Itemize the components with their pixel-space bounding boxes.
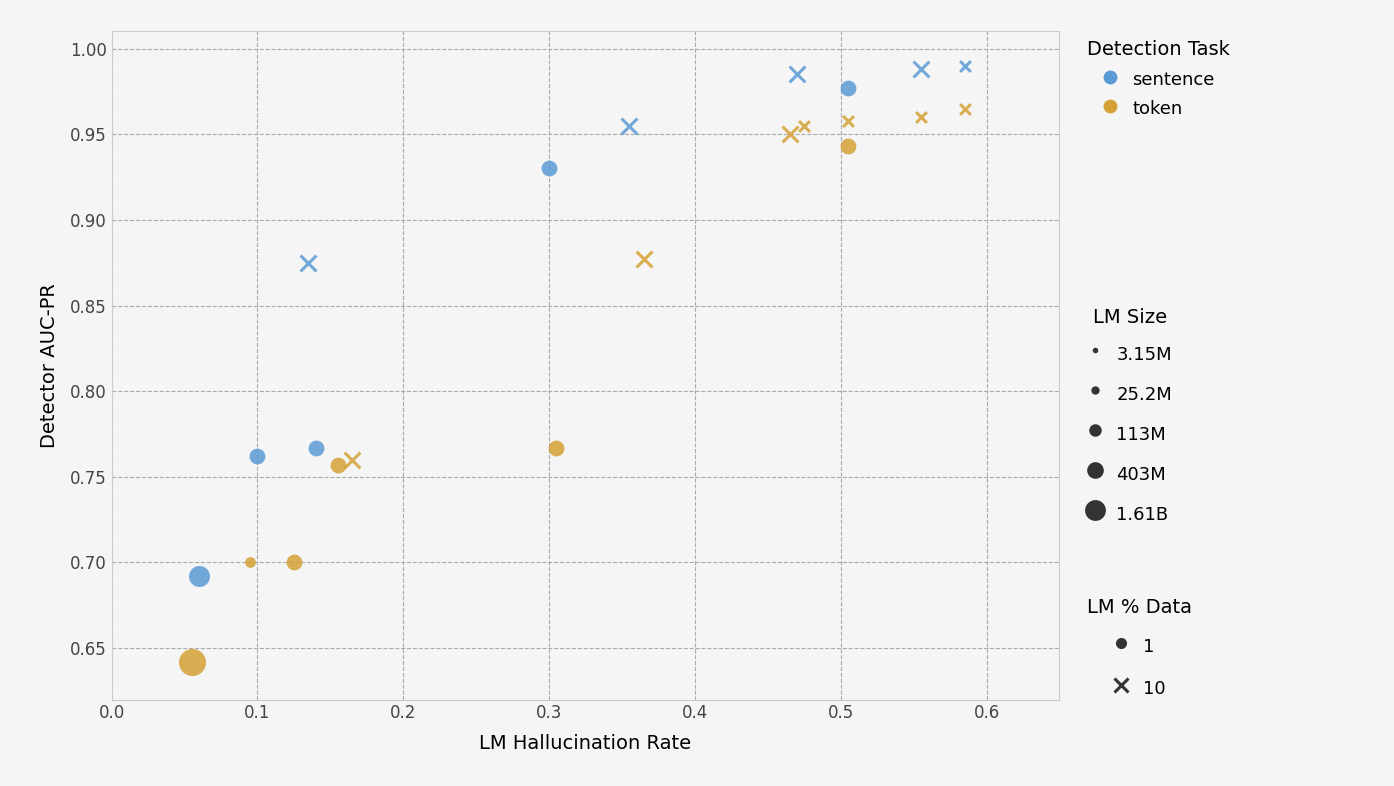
Point <box>910 111 933 123</box>
Point <box>836 82 859 94</box>
Point <box>283 556 305 569</box>
Point <box>953 60 976 72</box>
Point <box>836 140 859 152</box>
Point <box>247 450 269 463</box>
Point <box>297 256 319 269</box>
Point <box>778 128 800 141</box>
Point <box>304 442 326 454</box>
Point <box>618 119 640 132</box>
Y-axis label: Detector AUC-PR: Detector AUC-PR <box>39 283 59 448</box>
Point <box>188 570 210 582</box>
Point <box>836 114 859 127</box>
Point <box>633 253 655 266</box>
Point <box>181 656 204 668</box>
Point <box>238 556 261 569</box>
Point <box>326 458 348 471</box>
Point <box>538 162 560 174</box>
Point <box>793 119 815 132</box>
Point <box>910 63 933 75</box>
Point <box>786 68 809 80</box>
X-axis label: LM Hallucination Rate: LM Hallucination Rate <box>480 733 691 752</box>
Point <box>342 454 364 466</box>
Point <box>545 442 567 454</box>
Legend: 1, 10: 1, 10 <box>1087 598 1192 701</box>
Point <box>953 102 976 115</box>
